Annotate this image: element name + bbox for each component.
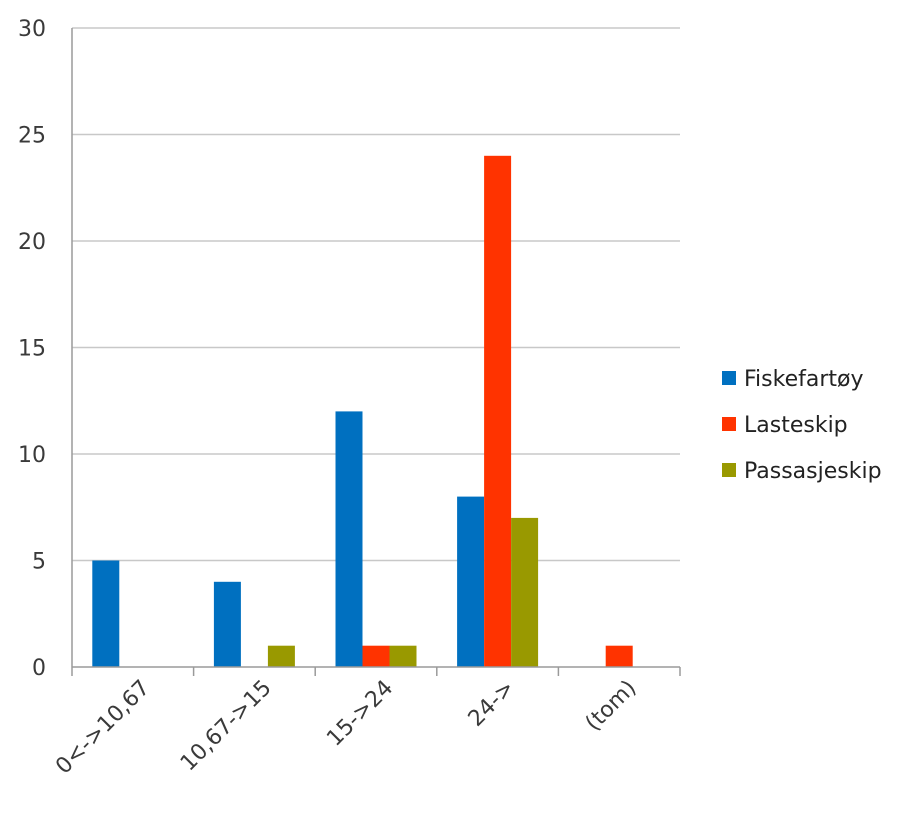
bar-passasjeskip-2: [389, 645, 417, 667]
bar-passasjeskip-1: [267, 645, 295, 667]
legend-label: Lasteskip: [744, 413, 848, 438]
bars: [92, 155, 633, 668]
y-tick-label: 15: [18, 337, 46, 362]
bar-fiskefart-y-2: [335, 411, 363, 667]
legend-swatch: [722, 417, 736, 431]
y-tick-label: 25: [18, 124, 46, 149]
x-category-label: 10,67->15: [176, 676, 277, 777]
gridlines: [72, 27, 680, 562]
bar-lasteskip-3: [484, 155, 512, 668]
legend-swatch: [722, 371, 736, 385]
bar-lasteskip-4: [605, 645, 633, 667]
x-axis-category-labels: 0<->10,67 10,67->15 15->24 24-> (tom): [51, 676, 641, 780]
bar-lasteskip-2: [362, 645, 390, 667]
x-axis: [71, 28, 681, 676]
legend-label: Passasjeskip: [744, 459, 882, 484]
bar-fiskefart-y-1: [213, 581, 241, 667]
y-tick-label: 0: [32, 656, 46, 681]
x-category-label: 15->24: [322, 676, 398, 752]
x-category-label: 24->: [464, 676, 520, 732]
y-tick-label: 5: [32, 550, 46, 575]
x-category-label: 0<->10,67: [51, 676, 155, 780]
bar-passasjeskip-3: [511, 517, 539, 667]
legend-label: Fiskefartøy: [744, 367, 864, 392]
y-tick-label: 10: [18, 443, 46, 468]
bar-fiskefart-y-0: [92, 560, 120, 667]
bar-fiskefart-y-3: [457, 496, 485, 667]
y-tick-label: 20: [18, 230, 46, 255]
y-axis-tick-labels: 0 5 10 15 20 25 30: [18, 17, 46, 681]
legend-swatch: [722, 463, 736, 477]
legend: Fiskefartøy Lasteskip Passasjeskip: [722, 367, 882, 484]
y-tick-label: 30: [18, 17, 46, 42]
x-category-label: (tom): [581, 676, 642, 737]
